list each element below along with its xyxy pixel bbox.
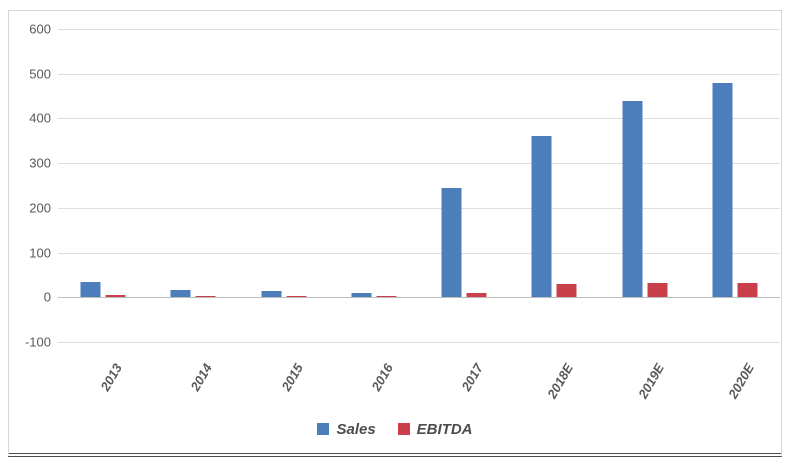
- x-tick-label: 2017: [458, 361, 487, 394]
- y-tick-label: 500: [29, 66, 51, 82]
- sales-bar: [712, 82, 733, 298]
- ebitda-bar: [195, 296, 216, 298]
- bar-pair: [170, 290, 216, 298]
- x-tick-label: 2020E: [725, 361, 757, 402]
- ebitda-bar: [376, 296, 397, 298]
- sales-bar: [261, 291, 282, 298]
- ebitda-bar: [286, 296, 307, 298]
- x-tick-label: 2014: [187, 361, 216, 394]
- y-tick-label: 0: [43, 289, 51, 305]
- y-tick-label: 100: [29, 245, 51, 261]
- legend-item-sales: Sales: [317, 420, 376, 438]
- y-tick-label: 600: [29, 21, 51, 37]
- gridline: [58, 163, 780, 165]
- zero-axis-line: [58, 297, 780, 299]
- sales-bar: [170, 290, 191, 298]
- category-slot: [690, 29, 780, 342]
- gridline: [58, 29, 780, 30]
- x-tick-label: 2015: [278, 361, 306, 394]
- bar-pair: [80, 282, 126, 298]
- category-slot: [148, 29, 238, 342]
- bar-pair: [531, 136, 577, 298]
- legend-ebitda-swatch-icon: [397, 423, 410, 435]
- chart-frame: 600 500 400 300 200 100 0 -100 2013 2014 2015 2016…: [8, 10, 782, 457]
- x-tick-label: 2019E: [634, 361, 667, 402]
- x-axis: 2013 2014 2015 2016 2017 2018E 2019E 2020E: [58, 351, 780, 421]
- legend-sales-swatch-icon: [317, 423, 330, 435]
- sales-bar: [531, 136, 552, 298]
- gridline: [58, 73, 780, 75]
- category-slot: [329, 29, 419, 342]
- ebitda-bar: [737, 283, 758, 298]
- bars-layer: [58, 29, 780, 342]
- category-slot: [58, 29, 148, 342]
- legend: Sales EBITDA: [9, 417, 781, 441]
- category-slot: [600, 29, 690, 342]
- gridline: [58, 342, 780, 343]
- category-slot: [419, 29, 509, 342]
- y-tick-label: 300: [29, 155, 51, 171]
- legend-item-ebitda: EBITDA: [397, 420, 473, 438]
- x-tick-label: 2016: [368, 361, 396, 394]
- category-slot: [239, 29, 329, 342]
- plot-area: [58, 29, 780, 343]
- gridline: [58, 252, 780, 254]
- legend-label: EBITDA: [416, 420, 473, 438]
- ebitda-bar: [647, 283, 668, 298]
- sales-bar: [622, 100, 643, 298]
- gridline: [58, 118, 780, 120]
- gridline: [58, 207, 780, 209]
- sales-bar: [441, 187, 462, 298]
- sales-bar: [80, 282, 101, 298]
- ebitda-bar: [466, 292, 487, 298]
- ebitda-bar: [105, 295, 126, 298]
- sales-bar: [351, 292, 372, 298]
- bar-pair: [712, 82, 758, 298]
- y-tick-label: 200: [29, 200, 51, 216]
- bar-pair: [351, 292, 397, 298]
- y-tick-label: -100: [24, 334, 51, 350]
- y-tick-label: 400: [29, 110, 51, 126]
- bar-pair: [441, 187, 487, 298]
- bar-pair: [261, 291, 307, 298]
- x-tick-label: 2013: [97, 361, 126, 394]
- legend-label: Sales: [336, 420, 376, 438]
- category-slot: [509, 29, 599, 342]
- ebitda-bar: [556, 283, 577, 298]
- y-axis: 600 500 400 300 200 100 0 -100: [9, 22, 51, 350]
- x-tick-label: 2018E: [544, 361, 577, 402]
- bar-pair: [622, 100, 668, 298]
